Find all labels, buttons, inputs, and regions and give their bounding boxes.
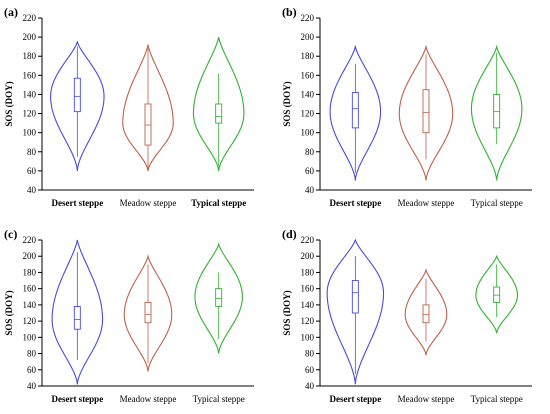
y-tick-label: 40 [305,381,315,391]
y-tick-label: 140 [23,89,37,99]
category-label: Desert steppe [51,394,103,404]
violin-3 [470,44,523,181]
y-tick-label: 220 [301,235,315,245]
violin-3 [475,254,518,334]
violin-3 [194,242,243,354]
y-tick-label: 120 [301,316,315,326]
box-2 [422,89,430,134]
category-label: Typical steppe [191,198,246,208]
category-label: Desert steppe [51,198,103,208]
y-tick-label: 180 [301,267,315,277]
y-tick-label: 220 [23,235,37,245]
box-1 [351,92,359,129]
y-tick-label: 60 [305,365,315,375]
box-2 [144,302,152,324]
y-tick-label: 160 [301,70,315,80]
panel-label: (c) [4,227,17,241]
box-3 [493,93,501,129]
y-tick-label: 40 [27,381,37,391]
panel-a: (a) 40 60 80 100 120 140 160 180 200 220 SOS (DOY) D… [4,5,254,208]
y-axis-label: SOS (DOY) [282,290,292,335]
panel-b: (b) 40 60 80 100 120 140 160 180 200 220 SOS (DOY) D… [282,5,532,208]
y-tick-label: 220 [23,13,37,23]
violin-1 [329,44,382,181]
violin-3 [192,36,245,171]
category-label: Typical steppe [193,394,245,404]
y-tick-label: 100 [23,128,37,138]
category-label: Meadow steppe [398,394,455,404]
box-1 [73,306,81,330]
y-tick-label: 80 [27,147,37,157]
category-label: Typical steppe [471,198,523,208]
box-3 [215,288,223,307]
y-tick-label: 200 [301,32,315,42]
violin-1 [50,40,105,171]
y-tick-label: 120 [301,109,315,119]
violin-2 [398,44,454,181]
y-tick-label: 200 [23,251,37,261]
y-tick-label: 60 [27,166,37,176]
category-label: Desert steppe [329,394,381,404]
box-3 [215,103,223,124]
y-tick-label: 140 [23,300,37,310]
y-tick-label: 80 [305,349,315,359]
violin-2 [123,254,173,372]
category-label: Meadow steppe [120,394,177,404]
panel-c: (c) 40 60 80 100 120 140 160 180 200 220 SOS (DOY) D… [4,227,254,404]
violin-1 [326,238,385,385]
y-tick-label: 200 [301,251,315,261]
violin-1 [51,239,104,385]
y-tick-label: 120 [23,316,37,326]
box-2 [422,304,430,324]
y-tick-label: 160 [23,70,37,80]
box-1 [73,77,81,113]
y-tick-label: 60 [27,365,37,375]
y-tick-label: 100 [23,332,37,342]
y-tick-label: 40 [27,185,37,195]
violin-2 [122,44,174,172]
y-tick-label: 160 [301,284,315,294]
category-label: Meadow steppe [120,198,177,208]
y-tick-label: 60 [305,166,315,176]
y-axis-label: SOS (DOY) [4,290,14,335]
y-tick-label: 180 [23,267,37,277]
y-tick-label: 220 [301,13,315,23]
y-tick-label: 140 [301,89,315,99]
y-tick-label: 80 [305,147,315,157]
y-tick-label: 180 [301,51,315,61]
y-tick-label: 180 [23,51,37,61]
y-tick-label: 40 [305,185,315,195]
y-tick-label: 100 [301,128,315,138]
category-label: Desert steppe [329,198,381,208]
category-label: Typical steppe [471,394,523,404]
y-tick-label: 100 [301,332,315,342]
violin-2 [404,268,448,356]
box-3 [493,286,501,303]
panel-label: (d) [282,227,297,241]
y-axis-label: SOS (DOY) [282,81,292,126]
y-tick-label: 120 [23,109,37,119]
box-2 [144,103,152,146]
y-tick-label: 160 [23,284,37,294]
box-1 [351,280,359,314]
y-tick-label: 80 [27,349,37,359]
category-label: Meadow steppe [398,198,455,208]
panel-label: (b) [282,5,297,19]
y-axis-label: SOS (DOY) [4,81,14,126]
panel-label: (a) [4,5,18,19]
panel-d: (d) 40 60 80 100 120 140 160 180 200 220 SOS (DOY) D… [282,227,532,404]
y-tick-label: 200 [23,32,37,42]
y-tick-label: 140 [301,300,315,310]
